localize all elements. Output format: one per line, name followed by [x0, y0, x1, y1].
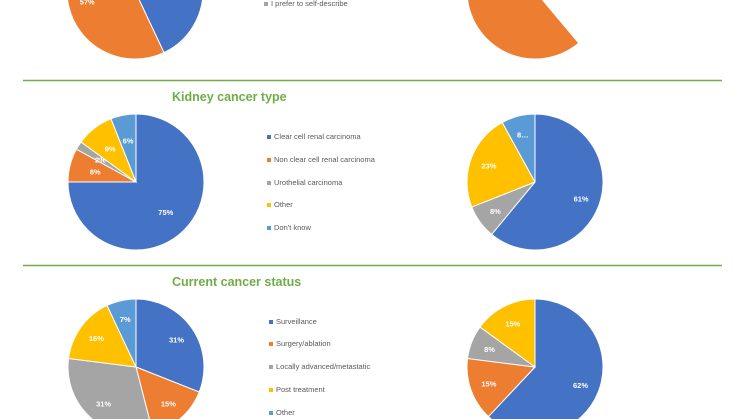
- pie-chart-3: 61% 8% 23% 8…: [466, 113, 604, 251]
- pie-data-label: 8%: [484, 345, 495, 354]
- pie-slice: [466, 357, 537, 418]
- legend-item: Other: [267, 200, 293, 209]
- legend-item: Clear cell renal carcinoma: [267, 132, 361, 141]
- legend-item: I prefer to self-describe: [264, 0, 348, 8]
- pie-slice: [466, 121, 536, 208]
- legend-label: Clear cell renal carcinoma: [274, 132, 361, 141]
- legend-label: Surveillance: [276, 317, 317, 326]
- pie-slice: [467, 0, 580, 60]
- legend-label: Don't know: [274, 223, 311, 232]
- legend-label: Urothelial carcinoma: [274, 178, 343, 187]
- pie-slice: [106, 298, 137, 368]
- pie-slice: [135, 366, 200, 419]
- pie-slice: [110, 113, 137, 183]
- pie-data-label: 7%: [120, 315, 131, 324]
- pie-chart-1: 77%: [467, 0, 603, 60]
- pie-data-label: 8%: [90, 168, 101, 177]
- pie-chart-0: 57%: [67, 0, 203, 60]
- pie-slice: [479, 298, 536, 368]
- cancer-status-title: Current cancer status: [172, 275, 302, 289]
- legend-item: Other: [269, 408, 295, 417]
- pie-slice: [67, 304, 137, 368]
- legend-label: Other: [276, 408, 295, 417]
- legend-swatch: [269, 341, 273, 346]
- pie-slice: [67, 0, 165, 60]
- legend-swatch: [267, 157, 271, 162]
- pie-data-label: 8…: [517, 131, 529, 140]
- pie-chart-4: 31% 15% 31% 16% 7%: [67, 298, 205, 419]
- pie-slice: [501, 113, 536, 183]
- legend-label: Locally advanced/metastatic: [276, 362, 371, 371]
- legend-item: Post treatment: [269, 385, 325, 394]
- pie-slice: [487, 298, 604, 419]
- legend-label: Surgery/ablation: [276, 339, 331, 348]
- pie-slice: [542, 0, 603, 44]
- pie-slice: [135, 298, 205, 393]
- legend-label: Non clear cell renal carcinoma: [274, 155, 375, 164]
- pie-data-label: 31%: [96, 400, 111, 409]
- pie-data-label: 15%: [481, 380, 496, 389]
- pie-slice: [67, 113, 205, 251]
- pie-data-label: 75%: [158, 208, 173, 217]
- legend-item: Urothelial carcinoma: [267, 178, 342, 187]
- legend-item: Don't know: [267, 223, 311, 232]
- pie-data-label: 57%: [80, 0, 95, 7]
- pie-data-label: 15%: [161, 400, 176, 409]
- legend-item: Surgery/ablation: [269, 339, 331, 348]
- legend-label: I prefer to self-describe: [271, 0, 348, 8]
- kidney-type-title: Kidney cancer type: [172, 90, 287, 104]
- legend-swatch: [267, 180, 271, 185]
- pie-data-label: 2%: [95, 155, 106, 164]
- legend-swatch: [267, 225, 271, 230]
- legend-label: Post treatment: [276, 385, 325, 394]
- legend-swatch: [269, 319, 273, 324]
- legend-item: Non clear cell renal carcinoma: [267, 155, 375, 164]
- pie-chart-2: 75% 8% 2%9% 6%: [67, 113, 205, 251]
- legend-item: Surveillance: [269, 317, 317, 326]
- pie-data-label: 6%: [123, 137, 134, 146]
- legend-label: Other: [274, 200, 293, 209]
- pie-data-label: 23%: [481, 161, 496, 170]
- legend-swatch: [269, 387, 273, 392]
- pie-data-label: 16%: [89, 334, 104, 343]
- legend-swatch: [267, 202, 271, 207]
- legend-swatch: [269, 410, 273, 415]
- pie-slice: [138, 0, 203, 54]
- pie-data-label: 62%: [573, 381, 588, 390]
- pie-data-label: 15%: [505, 319, 520, 328]
- pie-data-label: 61%: [574, 195, 589, 204]
- legend-swatch: [264, 1, 268, 6]
- legend-item: Locally advanced/metastatic: [269, 362, 370, 371]
- legend-swatch: [267, 134, 271, 139]
- pie-slice: [67, 357, 150, 419]
- pie-chart-5: 62% 15% 8% 15%: [466, 298, 604, 419]
- pie-slice: [490, 113, 604, 251]
- pie-data-label: 9%: [105, 145, 116, 154]
- pie-data-label: 8%: [490, 207, 501, 216]
- legend-swatch: [269, 364, 273, 369]
- pie-data-label: 31%: [169, 336, 184, 345]
